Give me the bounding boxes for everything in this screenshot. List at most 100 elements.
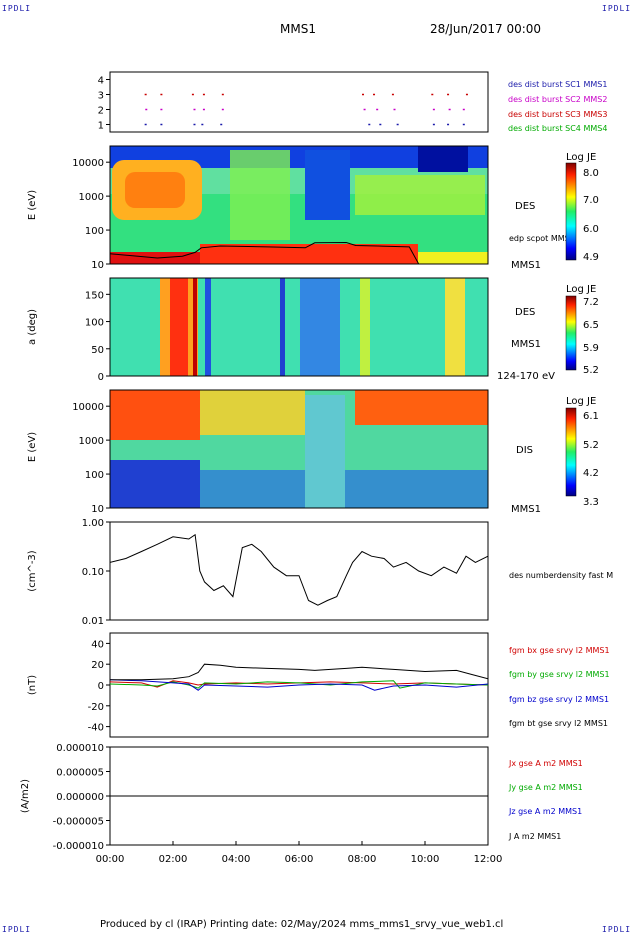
fgm-y-ticks: 40 20 0 -20 -40 bbox=[88, 639, 110, 734]
des-energy-top-band bbox=[110, 146, 488, 168]
fgm-y-tick-label: 20 bbox=[91, 660, 104, 671]
fgm-label-by: fgm by gse srvy l2 MMS1 bbox=[509, 670, 610, 679]
dis-energy-y-tick-label: 10 bbox=[91, 504, 104, 515]
des-pitch-colorbar-tick-3: 5.9 bbox=[583, 343, 599, 354]
des-energy-label-scpot: edp scpot MMS1 bbox=[509, 234, 575, 243]
dis-energy-y-tick-label: 100 bbox=[85, 470, 104, 481]
density-y-tick-label: 1.00 bbox=[82, 518, 104, 529]
fgm-y-tick-label: -20 bbox=[88, 702, 104, 713]
time-tick-label: 00:00 bbox=[96, 854, 125, 865]
density-panel: 1.00 0.10 0.01 (cm^-3) des numberdensity f… bbox=[27, 518, 613, 627]
des-energy-colorbar-title: Log JE bbox=[566, 152, 596, 163]
current-label-j: J A m2 MMS1 bbox=[508, 832, 561, 841]
current-y-tick-label: 0.000000 bbox=[56, 792, 104, 803]
des-pitch-red-stripe bbox=[193, 278, 197, 376]
des-energy-y-tick-label: 100 bbox=[85, 226, 104, 237]
time-tick-label: 02:00 bbox=[159, 854, 188, 865]
corner-mark-top-right: IPDLI bbox=[602, 4, 630, 13]
burst-label-sc1: des dist burst SC1 MMS1 bbox=[508, 80, 607, 89]
des-energy-hot-core bbox=[125, 172, 185, 208]
burst-panel: 1 2 3 4 des dist burst SC1 MMS1 des dist bu… bbox=[98, 71, 607, 133]
time-tick-label: 06:00 bbox=[285, 854, 314, 865]
time-tick-label: 08:00 bbox=[348, 854, 377, 865]
des-pitch-colorbar-tick-4: 5.2 bbox=[583, 365, 599, 376]
fgm-by-line bbox=[110, 680, 488, 689]
dis-energy-ylabel: E (eV) bbox=[27, 432, 38, 462]
mission-title: MMS1 bbox=[280, 22, 316, 36]
dis-energy-top-hot-left bbox=[110, 390, 200, 440]
dis-energy-y-tick-label: 10000 bbox=[72, 402, 104, 413]
current-label-jz: Jz gse A m2 MMS1 bbox=[508, 807, 582, 816]
des-pitch-frame bbox=[109, 277, 489, 377]
density-ylabel: (cm^-3) bbox=[27, 550, 38, 591]
fgm-label-bt: fgm bt gse srvy l2 MMS1 bbox=[509, 719, 608, 728]
des-energy-ylabel: E (eV) bbox=[27, 190, 38, 220]
burst-y-tick-label: 3 bbox=[98, 91, 104, 102]
dis-energy-y-ticks: 10 100 1000 10000 bbox=[72, 402, 110, 515]
fgm-bz-line bbox=[110, 679, 488, 691]
current-ylabel: (A/m2) bbox=[20, 779, 31, 813]
des-pitch-y-tick-label: 0 bbox=[98, 372, 104, 383]
des-energy-colorbar-tick-4: 4.9 bbox=[583, 252, 599, 263]
density-y-tick-label: 0.01 bbox=[82, 616, 104, 627]
des-pitch-ylabel: a (deg) bbox=[27, 309, 38, 345]
dis-energy-colorbar-tick-1: 6.1 bbox=[583, 411, 599, 422]
dis-energy-colorbar bbox=[565, 407, 577, 497]
des-energy-panel: 10 100 1000 10000 E (eV) DES edp scpot MMS1… bbox=[27, 145, 599, 271]
dis-energy-blue-low-right bbox=[345, 470, 488, 508]
dis-energy-frame bbox=[109, 389, 489, 509]
dis-energy-blue-low-mid bbox=[200, 470, 305, 508]
dis-energy-top-hot-right bbox=[355, 390, 488, 425]
des-energy-low-yellow bbox=[418, 252, 488, 264]
dis-energy-top-warm bbox=[200, 390, 305, 435]
dis-energy-cold-block bbox=[305, 395, 345, 508]
dis-energy-colorbar-tick-3: 4.2 bbox=[583, 468, 599, 479]
des-energy-frame bbox=[109, 145, 489, 265]
fgm-lines bbox=[110, 663, 488, 691]
time-tick-label: 04:00 bbox=[222, 854, 251, 865]
fgm-bt-line bbox=[110, 663, 488, 681]
des-energy-y-ticks: 10 100 1000 10000 bbox=[72, 158, 110, 271]
current-label-jy: Jy gse A m2 MMS1 bbox=[508, 783, 583, 792]
des-energy-label-instrument: DES bbox=[515, 201, 535, 212]
des-pitch-colorbar-tick-1: 7.2 bbox=[583, 297, 599, 308]
des-energy-low-red-2 bbox=[200, 244, 418, 264]
dis-energy-colorbar-tick-4: 3.3 bbox=[583, 497, 599, 508]
des-pitch-colorbar bbox=[565, 295, 577, 371]
dis-energy-blue-low-left bbox=[110, 460, 200, 508]
des-pitch-label-energy: 124-170 eV bbox=[497, 371, 555, 382]
des-energy-y-tick-label: 10 bbox=[91, 260, 104, 271]
burst-label-sc4: des dist burst SC4 MMS4 bbox=[508, 124, 607, 133]
dis-energy-colorbar-title: Log JE bbox=[566, 396, 596, 407]
current-y-ticks: 0.000010 0.000005 0.000000 -0.000005 -0.0000… bbox=[53, 743, 110, 852]
fgm-y-tick-label: 40 bbox=[91, 639, 104, 650]
fgm-y-tick-label: 0 bbox=[98, 681, 104, 692]
current-y-tick-label: 0.000010 bbox=[56, 743, 104, 754]
corner-mark-top-left: IPDLI bbox=[2, 4, 32, 13]
des-energy-green-column-1 bbox=[230, 150, 290, 240]
dis-energy-y-tick-label: 1000 bbox=[79, 436, 104, 447]
des-pitch-blue-stripe-1 bbox=[205, 278, 211, 376]
des-pitch-label-mms: MMS1 bbox=[511, 339, 541, 350]
fgm-ylabel: (nT) bbox=[27, 675, 38, 695]
time-axis: 00:00 02:00 04:00 06:00 08:00 10:00 12:00 bbox=[96, 841, 502, 865]
density-y-tick-label: 0.10 bbox=[82, 567, 104, 578]
des-energy-colorbar bbox=[565, 162, 577, 261]
des-energy-top-right-deep-blue bbox=[418, 146, 468, 172]
density-line bbox=[110, 533, 488, 606]
burst-y-ticks: 1 2 3 4 bbox=[98, 76, 110, 132]
fgm-panel: 40 20 0 -20 -40 (nT) fgm bx gse srvy l2 MMS1… bbox=[27, 632, 610, 738]
des-energy-colorbar-tick-2: 7.0 bbox=[583, 195, 599, 206]
des-pitch-label-instrument: DES bbox=[515, 307, 535, 318]
burst-label-sc3: des dist burst SC3 MMS3 bbox=[508, 110, 607, 119]
burst-y-tick-label: 2 bbox=[98, 106, 104, 117]
des-energy-warm-right bbox=[355, 175, 485, 215]
des-pitch-y-tick-label: 50 bbox=[91, 345, 104, 356]
des-pitch-hot-core bbox=[170, 278, 188, 376]
des-pitch-yellow-block bbox=[445, 278, 465, 376]
dis-energy-label-instrument: DIS bbox=[516, 445, 533, 456]
des-energy-colorbar-tick-1: 8.0 bbox=[583, 168, 599, 179]
corner-mark-bottom-right: IPDLI bbox=[602, 925, 630, 934]
fgm-label-bx: fgm bx gse srvy l2 MMS1 bbox=[509, 646, 610, 655]
